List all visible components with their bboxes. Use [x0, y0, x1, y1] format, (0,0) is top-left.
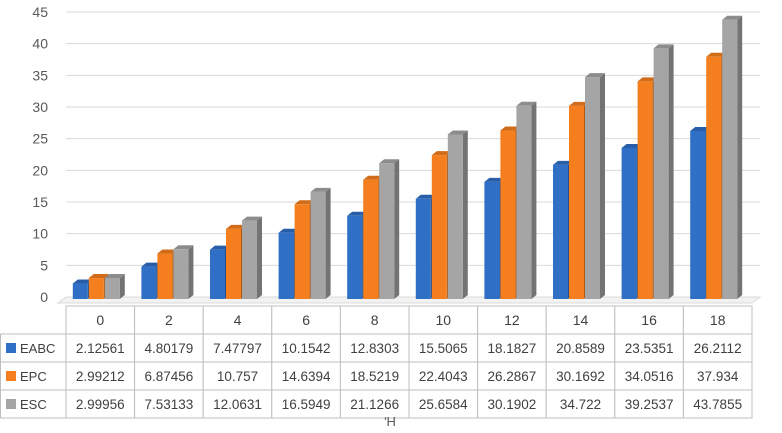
data-table-cell: 39.2537	[625, 397, 674, 412]
data-table-cell: 2.12561	[76, 341, 125, 356]
x-tick-label: 14	[573, 312, 589, 328]
y-tick-label: 45	[32, 4, 48, 20]
data-table-cell: 21.1266	[350, 397, 399, 412]
y-tick-label: 15	[32, 194, 48, 210]
data-table-cell: 7.53133	[144, 397, 193, 412]
legend-key-eabc	[6, 343, 16, 353]
data-table-cell: 37.934	[697, 369, 739, 384]
x-tick-label: 4	[234, 312, 242, 328]
legend-label: EABC	[20, 341, 55, 356]
bar-esc-2	[173, 245, 194, 299]
y-tick-label: 40	[32, 36, 48, 52]
legend-label: EPC	[20, 369, 47, 384]
data-table-cell: 4.80179	[144, 341, 193, 356]
x-tick-label: 16	[641, 312, 657, 328]
bar-esc-0	[104, 274, 125, 299]
y-tick-label: 20	[32, 162, 48, 178]
data-table-cell: 10.757	[217, 369, 258, 384]
legend-key-epc	[6, 371, 16, 381]
y-axis: 0 5 10 15 20 25 30 35 40 45	[32, 4, 48, 305]
bar-esc-14	[585, 73, 605, 300]
data-table-cell: 18.5219	[350, 369, 399, 384]
x-tick-label: 18	[710, 312, 726, 328]
data-table-cell: 25.6584	[419, 397, 468, 412]
data-table-cell: 2.99956	[76, 397, 125, 412]
x-tick-label: 10	[436, 312, 452, 328]
data-table-cell: 23.5351	[625, 341, 674, 356]
data-table-cell: 10.1542	[282, 341, 331, 356]
x-tick-label: 12	[504, 312, 520, 328]
x-tick-label: 6	[302, 312, 310, 328]
data-table-cell: 7.47797	[213, 341, 262, 356]
y-tick-label: 30	[32, 99, 48, 115]
data-table-cell: 14.6394	[282, 369, 331, 384]
bars	[72, 15, 743, 300]
bar-esc-12	[516, 101, 537, 299]
legend-label: ESC	[20, 397, 47, 412]
data-table-cell: 34.0516	[625, 369, 674, 384]
data-table-cell: 15.5065	[419, 341, 468, 356]
bar-esc-10	[447, 130, 468, 299]
data-table-cell: 26.2867	[487, 369, 536, 384]
bar-esc-6	[310, 187, 331, 299]
bar-esc-16	[653, 44, 674, 299]
y-tick-label: 35	[32, 67, 48, 83]
data-table-cell: 16.5949	[282, 397, 331, 412]
x-axis-label: ʹH	[384, 414, 396, 429]
data-table-cell: 6.87456	[144, 369, 193, 384]
x-tick-label: 0	[96, 312, 104, 328]
gridlines	[56, 11, 762, 304]
data-table-cell: 30.1692	[556, 369, 605, 384]
bar-esc-18	[722, 15, 743, 299]
data-table-cell: 18.1827	[487, 341, 536, 356]
y-tick-label: 0	[40, 289, 48, 305]
bar-esc-4	[242, 216, 262, 299]
data-table-cell: 26.2112	[694, 341, 742, 356]
data-table-cell: 12.0631	[213, 397, 262, 412]
y-tick-label: 5	[40, 257, 48, 273]
data-table-cell: 43.7855	[693, 397, 742, 412]
y-tick-label: 10	[32, 226, 48, 242]
bar-esc-8	[379, 159, 400, 299]
data-table-cell: 2.99212	[76, 369, 125, 384]
data-table-cell: 30.1902	[487, 397, 536, 412]
x-tick-label: 8	[371, 312, 379, 328]
y-tick-label: 25	[32, 131, 48, 147]
data-table: 0 2 4 6 8 10 12 14 16 18 EABC 2.12561 4.80179 7.47797…	[0, 305, 753, 419]
data-table-cell: 34.722	[560, 397, 601, 412]
data-table-cell: 12.8303	[350, 341, 399, 356]
data-table-cell: 22.4043	[419, 369, 468, 384]
data-table-cell: 20.8589	[556, 341, 605, 356]
x-tick-label: 2	[165, 312, 173, 328]
legend-key-esc	[6, 399, 16, 409]
